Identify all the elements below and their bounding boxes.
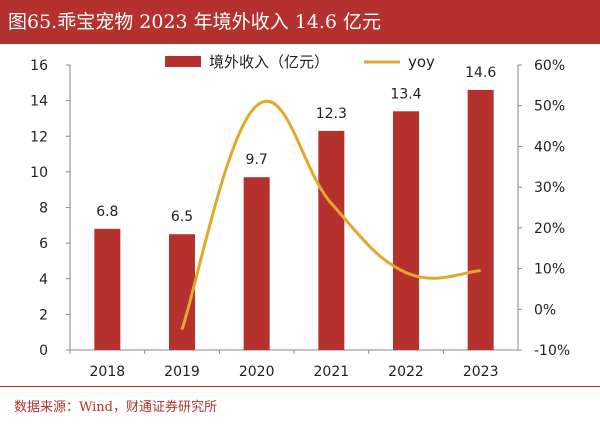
x-tick-label: 2019: [164, 364, 200, 380]
x-tick-label: 2022: [388, 364, 424, 380]
bar: [467, 89, 494, 350]
x-tick-label: 2021: [314, 364, 350, 380]
left-tick-label: 4: [39, 272, 48, 288]
data-label: 14.6: [465, 65, 496, 81]
legend-swatch-bar: [165, 56, 201, 67]
data-label: 13.4: [390, 86, 421, 102]
data-label: 12.3: [316, 106, 347, 122]
data-label: 6.5: [171, 209, 193, 225]
left-tick-label: 8: [39, 201, 48, 217]
legend-label-bar: 境外收入（亿元）: [209, 53, 329, 71]
chart: 0 2 4 6 8 10 12 14 16 -10% 0% 10% 20% 30% 40% 50% 60% 201…: [30, 53, 570, 380]
left-tick-label: 14: [30, 94, 48, 110]
source-divider: [0, 386, 600, 387]
left-tick-label: 12: [30, 129, 48, 145]
right-tick-label: 30%: [534, 180, 565, 196]
right-tick-label: 20%: [534, 221, 565, 237]
right-tick-label: 40%: [534, 139, 565, 155]
bar: [318, 130, 345, 350]
left-tick-label: 16: [30, 58, 48, 74]
bar: [169, 234, 195, 350]
chart-title: 图65.乖宝宠物 2023 年境外收入 14.6 亿元: [0, 0, 600, 44]
left-tick-label: 10: [30, 165, 48, 181]
left-tick-label: 6: [39, 236, 48, 252]
source-note: 数据来源：Wind，财通证券研究所: [14, 400, 217, 415]
right-tick-label: -10%: [534, 343, 570, 359]
x-tick-label: 2023: [463, 364, 499, 380]
data-label: 6.8: [96, 204, 118, 220]
left-tick-label: 2: [39, 307, 48, 323]
legend-label-line: yoy: [408, 53, 435, 71]
bar: [393, 111, 419, 350]
bar: [94, 228, 121, 350]
x-tick-label: 2018: [90, 364, 126, 380]
right-tick-label: 0%: [534, 302, 556, 318]
left-tick-label: 0: [39, 343, 48, 359]
right-tick-label: 50%: [534, 99, 565, 115]
right-tick-label: 10%: [534, 262, 565, 278]
data-label: 9.7: [246, 152, 268, 168]
yoy-line: [180, 99, 481, 331]
bar: [243, 177, 270, 350]
right-tick-label: 60%: [534, 58, 565, 74]
x-tick-label: 2020: [239, 364, 275, 380]
